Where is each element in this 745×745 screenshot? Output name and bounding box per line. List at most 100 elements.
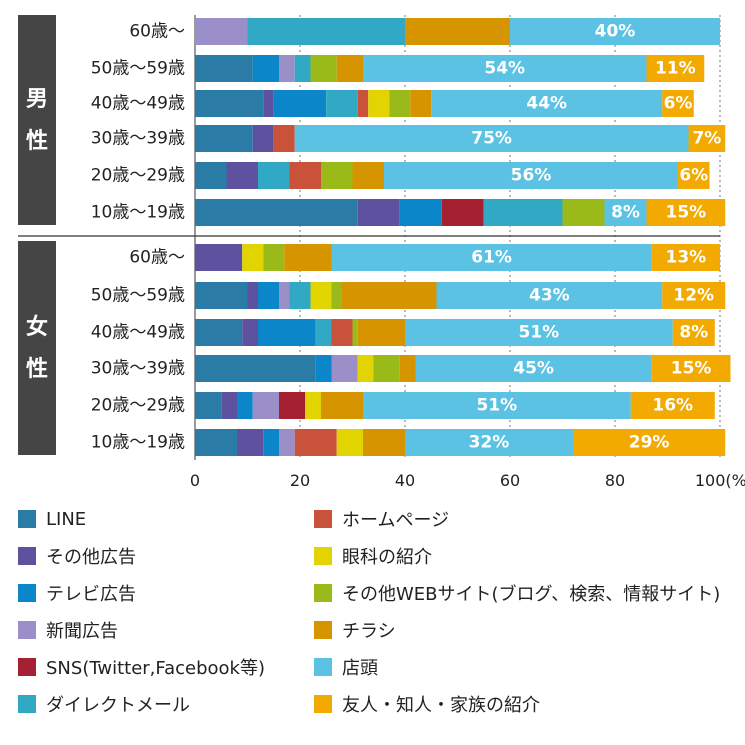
bar-segment [195, 162, 227, 189]
legend-label: 眼科の紹介 [342, 547, 432, 568]
legend-item: その他WEBサイト(ブログ、検索、情報サイト) [314, 580, 720, 606]
bar-segment [237, 429, 264, 456]
category-label: 10歳〜19歳 [91, 203, 185, 223]
category-label: 60歳〜 [129, 248, 185, 268]
data-label: 13% [666, 248, 707, 268]
bar-segment [237, 392, 253, 419]
data-label: 45% [513, 359, 554, 379]
legend-swatch [18, 621, 36, 639]
bar-segment [331, 355, 358, 382]
bar-segment [326, 90, 358, 117]
bar-segment [431, 90, 663, 117]
x-tick-label: 0 [190, 471, 200, 490]
bar-segment [510, 18, 720, 45]
bar-segment [195, 319, 243, 346]
data-label: 44% [526, 94, 567, 114]
bar-segment [315, 319, 332, 346]
bar-segment [195, 90, 264, 117]
legend-swatch [18, 695, 36, 713]
bar-segment [195, 355, 316, 382]
data-label: 11% [655, 59, 696, 79]
group-label: 女性 [26, 314, 48, 382]
x-tick-label: 100(%) [695, 471, 745, 490]
bar-segment [651, 244, 720, 271]
bar-segment [258, 162, 290, 189]
legend-label: その他WEBサイト(ブログ、検索、情報サイト) [342, 584, 721, 605]
x-tick-label: 60 [500, 471, 520, 490]
group-label-char: 男 [26, 87, 48, 112]
bar-segment [352, 319, 358, 346]
bar-segment [604, 199, 647, 226]
bar-segment [294, 125, 689, 152]
group-label-char: 性 [26, 129, 48, 154]
legend-item: ダイレクトメール [18, 691, 190, 717]
category-label: 10歳〜19歳 [91, 433, 185, 453]
legend-swatch [314, 695, 332, 713]
legend-label: 新聞広告 [46, 621, 118, 642]
data-label: 32% [469, 433, 510, 453]
bar-segment [436, 282, 663, 309]
bar-segment [410, 90, 432, 117]
x-axis-ticks: 0 20 40 60 80 100(%) [190, 471, 745, 490]
legend-swatch [18, 658, 36, 676]
legend-label: LINE [46, 508, 87, 530]
legend-label: SNS(Twitter,Facebook等) [46, 658, 265, 679]
bar-segment [405, 319, 673, 346]
grid-lines [18, 15, 721, 460]
data-label: 29% [629, 433, 670, 453]
data-label: 43% [529, 286, 570, 306]
group-label-box [18, 15, 56, 225]
bar-segment [363, 392, 631, 419]
bar-segment [310, 55, 337, 82]
bar-segment [252, 125, 274, 152]
data-label: 56% [511, 166, 552, 186]
bar-segment [342, 282, 437, 309]
category-label: 50歳〜59歳 [91, 59, 185, 79]
bar-segment [357, 90, 369, 117]
bar-segment [678, 162, 710, 189]
bar-segment [405, 18, 510, 45]
category-label: 60歳〜 [129, 22, 185, 42]
legend-item: チラシ [314, 617, 396, 643]
data-label: 51% [519, 323, 560, 343]
bar-segment [363, 55, 647, 82]
bar-segment [399, 355, 416, 382]
legend-swatch [314, 621, 332, 639]
legend-item: 眼科の紹介 [314, 543, 432, 569]
data-label: 12% [673, 286, 714, 306]
bar-segment [247, 18, 405, 45]
legend-item: SNS(Twitter,Facebook等) [18, 654, 265, 680]
bar-segment [284, 244, 332, 271]
bar-segment [651, 355, 731, 382]
legend-item: 友人・知人・家族の紹介 [314, 691, 540, 717]
bar-segment [357, 319, 405, 346]
bar-segment [294, 55, 311, 82]
legend-label: ホームページ [342, 510, 450, 531]
bar-segment [630, 392, 715, 419]
legend-swatch [314, 658, 332, 676]
bar-segment [221, 392, 237, 419]
legend-item: 新聞広告 [18, 617, 118, 643]
bar-segment [195, 55, 253, 82]
data-label: 61% [471, 248, 512, 268]
legend-swatch [314, 510, 332, 528]
legend-item: その他広告 [18, 543, 136, 569]
bar-segment [357, 355, 374, 382]
legend-label: ダイレクトメール [46, 695, 190, 716]
bar-segment [562, 199, 605, 226]
category-label: 30歳〜39歳 [91, 359, 185, 379]
group-label: 男性 [26, 87, 48, 154]
bar-segment [389, 90, 411, 117]
x-tick-label: 80 [605, 471, 625, 490]
bar-segment [258, 282, 279, 309]
legend-label: その他広告 [46, 547, 136, 568]
bar-segment [263, 90, 274, 117]
legend-swatch [18, 547, 36, 565]
bar-segment [662, 90, 694, 117]
category-label: 20歳〜29歳 [91, 166, 185, 186]
bar-segment [331, 282, 342, 309]
bar-segment [279, 55, 295, 82]
bar-segment [242, 244, 264, 271]
